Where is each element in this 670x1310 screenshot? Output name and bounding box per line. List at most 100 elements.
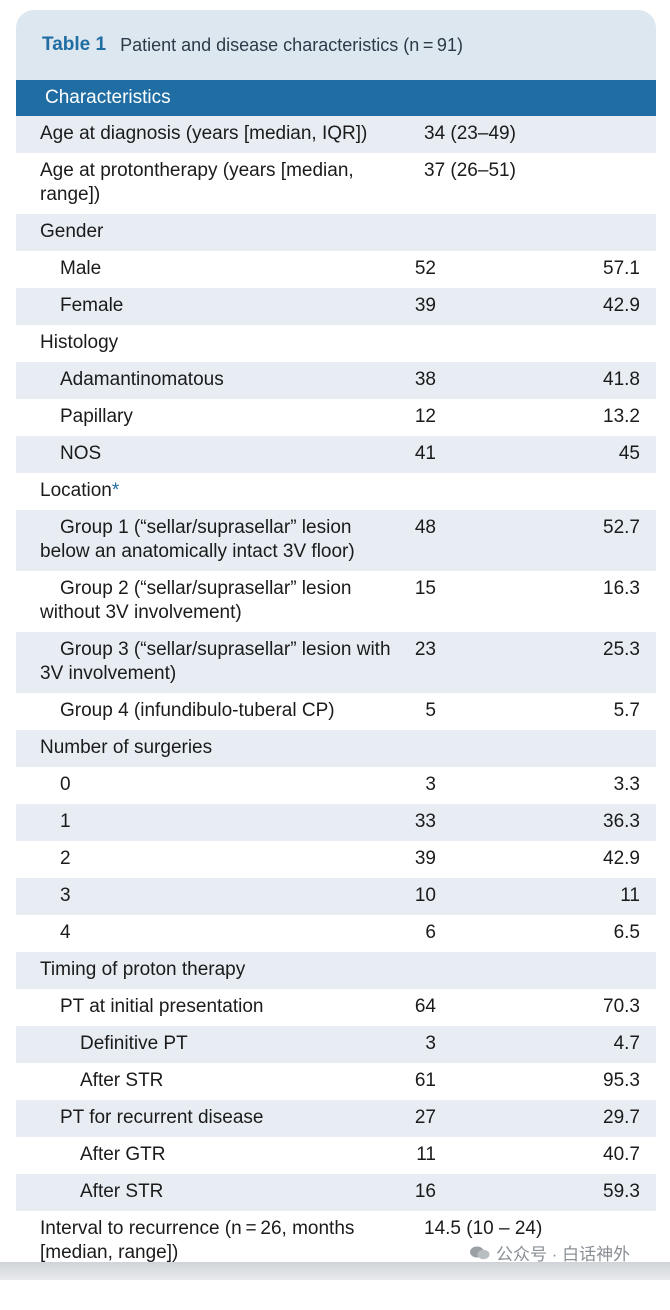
row-label-text: Number of surgeries: [40, 737, 213, 758]
table-title: Table 1 Patient and disease characterist…: [16, 10, 656, 80]
row-label-text: 3: [60, 885, 71, 906]
row-label-text: 4: [60, 922, 71, 943]
table-row: 1 33 36.3: [16, 804, 656, 841]
row-label: 3: [16, 884, 400, 908]
row-label: After STR: [16, 1069, 400, 1093]
row-label: Group 3 (“sellar/suprasellar” lesion wit…: [16, 638, 400, 686]
bottom-bar: [0, 1262, 670, 1280]
row-label: Definitive PT: [16, 1032, 400, 1056]
table-row: Histology: [16, 325, 656, 362]
row-label: Age at protontherapy (years [median, ran…: [16, 159, 400, 207]
row-label: Male: [16, 257, 400, 281]
wechat-icon: [470, 1246, 490, 1260]
row-label-text: Interval to recurrence (n = 26, months […: [40, 1218, 355, 1263]
table-row: After STR 61 95.3: [16, 1063, 656, 1100]
row-count: 34 (23–49): [424, 123, 516, 144]
row-percent: 52.7: [603, 517, 640, 538]
row-label-text: After STR: [80, 1070, 164, 1091]
row-percent: 4.7: [613, 1033, 640, 1054]
row-count: 37 (26–51): [424, 160, 516, 181]
row-label: Group 1 (“sellar/suprasellar” lesion bel…: [16, 516, 400, 564]
row-label: 2: [16, 847, 400, 871]
row-label-text: Adamantinomatous: [60, 369, 224, 390]
row-label-text: PT for recurrent disease: [60, 1107, 264, 1128]
footnote-marker: *: [111, 480, 120, 501]
row-percent: 95.3: [603, 1070, 640, 1091]
row-label: Location*: [16, 479, 400, 503]
row-label-text: Gender: [40, 221, 104, 242]
table-row: Female 39 42.9: [16, 288, 656, 325]
row-count: 14.5 (10 – 24): [424, 1218, 543, 1239]
row-percent: 5.7: [613, 700, 640, 721]
row-percent: 59.3: [603, 1181, 640, 1202]
row-label: Interval to recurrence (n = 26, months […: [16, 1217, 400, 1265]
row-count: 38: [414, 369, 436, 390]
row-percent: 3.3: [613, 774, 640, 795]
row-count: 23: [414, 639, 436, 660]
row-label-text: Group 1 (“sellar/suprasellar” lesion bel…: [40, 517, 355, 562]
table-row: 0 3 3.3: [16, 767, 656, 804]
row-label-text: 0: [60, 774, 71, 795]
row-label-text: Timing of proton therapy: [40, 959, 246, 980]
table-row: 4 6 6.5: [16, 915, 656, 952]
table-row: Papillary 12 13.2: [16, 399, 656, 436]
row-label: Group 2 (“sellar/suprasellar” lesion wit…: [16, 577, 400, 625]
row-label-text: Location: [40, 480, 112, 501]
row-count: 61: [414, 1070, 436, 1091]
row-label-text: Group 2 (“sellar/suprasellar” lesion wit…: [40, 578, 352, 623]
row-percent: 41.8: [603, 369, 640, 390]
row-label: Age at diagnosis (years [median, IQR]): [16, 122, 400, 146]
row-percent: 42.9: [603, 295, 640, 316]
row-label: PT for recurrent disease: [16, 1106, 400, 1130]
row-count: 48: [414, 517, 436, 538]
row-percent: 29.7: [603, 1107, 640, 1128]
row-label: After GTR: [16, 1143, 400, 1167]
watermark-text: 公众号 · 白话神外: [496, 1245, 631, 1264]
row-label: NOS: [16, 442, 400, 466]
table-row: PT for recurrent disease 27 29.7: [16, 1100, 656, 1137]
table-row: Age at diagnosis (years [median, IQR]) 34…: [16, 116, 656, 153]
table-row: Gender: [16, 214, 656, 251]
row-count: 3: [425, 774, 436, 795]
table-row: Age at protontherapy (years [median, ran…: [16, 153, 656, 214]
table-caption: Patient and disease characteristics (n =…: [120, 34, 463, 55]
row-label-text: PT at initial presentation: [60, 996, 264, 1017]
row-count: 52: [414, 258, 436, 279]
table-number: Table 1: [42, 34, 107, 55]
row-label-text: Papillary: [60, 406, 133, 427]
table-row: 2 39 42.9: [16, 841, 656, 878]
row-count: 10: [414, 885, 436, 906]
table-row: PT at initial presentation 64 70.3: [16, 989, 656, 1026]
row-count: 6: [425, 922, 436, 943]
row-count: 27: [414, 1107, 436, 1128]
row-label-text: Histology: [40, 332, 119, 353]
row-count: 5: [425, 700, 436, 721]
row-count: 16: [414, 1181, 436, 1202]
table-row: 3 10 11: [16, 878, 656, 915]
row-percent: 70.3: [603, 996, 640, 1017]
row-label-text: 1: [60, 811, 71, 832]
row-count: 33: [414, 811, 436, 832]
row-percent: 36.3: [603, 811, 640, 832]
row-label: Histology: [16, 331, 400, 355]
row-label: Group 4 (infundibulo-tuberal CP): [16, 699, 400, 723]
row-label-text: Definitive PT: [80, 1033, 188, 1054]
row-label-text: Age at diagnosis (years [median, IQR]): [40, 123, 368, 144]
row-percent: 16.3: [603, 578, 640, 599]
row-label: Female: [16, 294, 400, 318]
row-label-text: Age at protontherapy (years [median, ran…: [40, 160, 354, 205]
row-percent: 45: [618, 443, 640, 464]
row-percent: 25.3: [603, 639, 640, 660]
row-label-text: After GTR: [80, 1144, 166, 1165]
row-label: Papillary: [16, 405, 400, 429]
watermark: 公众号 · 白话神外: [470, 1240, 630, 1265]
row-label-text: After STR: [80, 1181, 164, 1202]
table-row: Group 4 (infundibulo-tuberal CP) 5 5.7: [16, 693, 656, 730]
row-percent: 40.7: [603, 1144, 640, 1165]
row-label-text: Group 4 (infundibulo-tuberal CP): [60, 700, 335, 721]
row-label: Number of surgeries: [16, 736, 400, 760]
table-row: Location*: [16, 473, 656, 510]
row-label-text: Female: [60, 295, 124, 316]
row-label: Timing of proton therapy: [16, 958, 400, 982]
table-row: Group 3 (“sellar/suprasellar” lesion wit…: [16, 632, 656, 693]
